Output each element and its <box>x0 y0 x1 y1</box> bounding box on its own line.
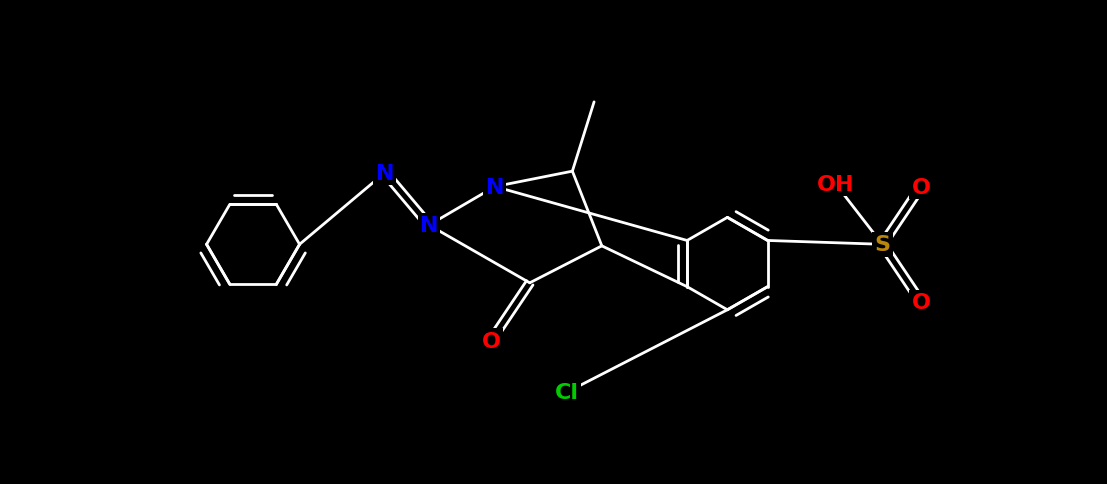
Text: S: S <box>875 235 890 255</box>
Text: OH: OH <box>817 175 855 195</box>
Text: N: N <box>420 215 438 236</box>
Text: N: N <box>375 164 394 183</box>
Text: O: O <box>912 292 931 312</box>
Text: O: O <box>912 177 931 197</box>
Text: N: N <box>486 177 504 197</box>
Text: O: O <box>482 331 500 351</box>
Text: Cl: Cl <box>555 382 579 402</box>
